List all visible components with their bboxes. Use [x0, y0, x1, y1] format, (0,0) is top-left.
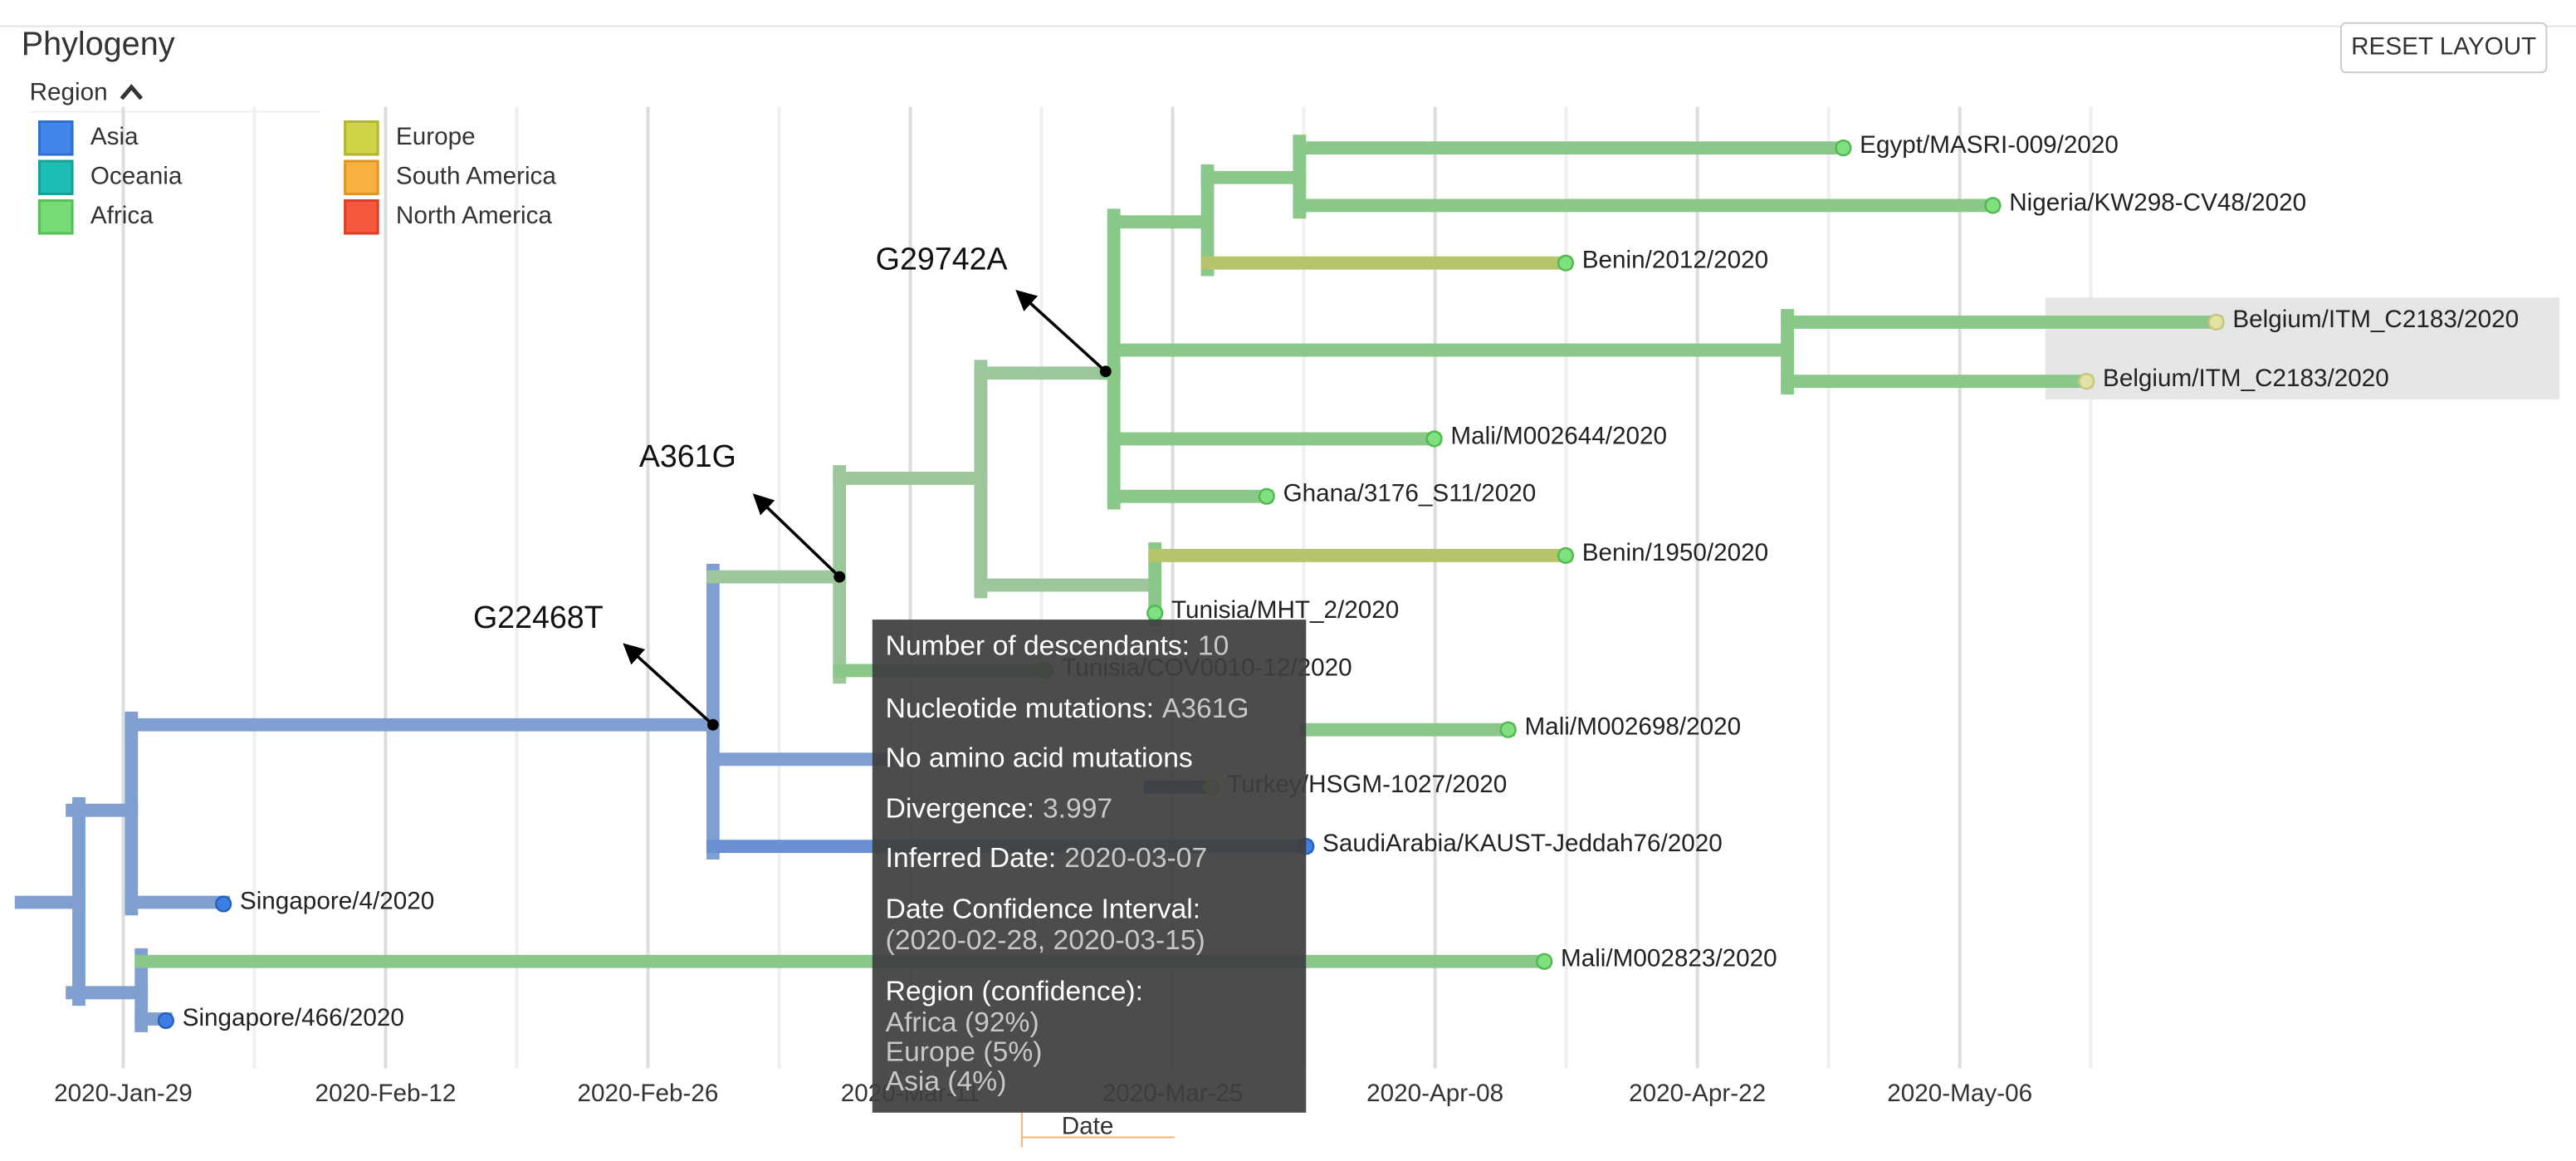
tooltip-line: Number of descendants: 10: [886, 631, 1229, 662]
tip-label: Belgium/ITM_C2183/2020: [2232, 306, 2519, 333]
x-tick-label: 2020-Feb-26: [578, 1080, 719, 1107]
tip-label: SaudiArabia/KAUST-Jeddah76/2020: [1322, 830, 1723, 857]
x-tick-label: 2020-Jan-29: [54, 1080, 193, 1107]
legend-label: South America: [396, 163, 556, 190]
tooltip-value: Africa (92%): [886, 1007, 1039, 1038]
tooltip-value: Asia (4%): [886, 1066, 1007, 1097]
tip-label: Egypt/MASRI-009/2020: [1860, 131, 2119, 159]
tip: [1425, 430, 1443, 448]
tooltip-label: Date Confidence Interval:: [886, 894, 1200, 924]
legend-toggle[interactable]: Region: [30, 79, 144, 106]
legend-swatch: [38, 198, 74, 235]
tooltip-value: (2020-02-28, 2020-03-15): [886, 925, 1205, 956]
tooltip-label: Number of descendants:: [886, 631, 1190, 662]
button-frame[interactable]: [2340, 22, 2548, 74]
legend-label: Asia: [90, 123, 139, 150]
x-tick-label: 2020-May-06: [1887, 1080, 2032, 1107]
tooltip: [872, 620, 1307, 1113]
legend-swatch: [38, 120, 74, 156]
mutation-label: A361G: [639, 438, 736, 473]
tooltip-value: A361G: [1162, 693, 1249, 724]
tip: [157, 1012, 174, 1030]
x-tick-label: 2020-Apr-22: [1629, 1080, 1766, 1107]
tip: [1499, 721, 1517, 738]
tip-label: Nigeria/KW298-CV48/2020: [2009, 189, 2306, 216]
mutation-arrow: [752, 493, 841, 578]
legend-swatch: [344, 120, 379, 156]
tooltip-line: No amino acid mutations: [886, 742, 1193, 773]
mutation-label: G29742A: [876, 242, 1008, 277]
tooltip-line: Divergence: 3.997: [886, 794, 1112, 825]
tip-label: Benin/1950/2020: [1582, 539, 1768, 566]
tip-label: Mali/M002823/2020: [1561, 945, 1777, 972]
tooltip-line: Inferred Date: 2020-03-07: [886, 843, 1207, 874]
tooltip-value: 3.997: [1043, 794, 1112, 825]
legend-label: Africa: [90, 202, 154, 229]
tip-label: Mali/M002644/2020: [1450, 422, 1667, 449]
tooltip-line: Nucleotide mutations: A361G: [886, 693, 1249, 724]
tooltip-label: Nucleotide mutations:: [886, 693, 1154, 724]
tooltip-value: Europe (5%): [886, 1036, 1043, 1067]
legend-swatch: [344, 159, 379, 196]
legend-swatch: [344, 198, 379, 235]
tooltip-label: Region (confidence):: [886, 976, 1143, 1007]
tip-label: Singapore/466/2020: [183, 1004, 404, 1031]
tip: [1536, 953, 1553, 970]
tip-label: Tunisia/MHT_2/2020: [1171, 596, 1399, 624]
mutation-arrow: [1015, 289, 1107, 373]
legend-label: Oceania: [90, 163, 183, 190]
tip: [1258, 487, 1275, 505]
tooltip-line: Africa (92%): [886, 1007, 1039, 1038]
tooltip-label: Divergence:: [886, 794, 1034, 825]
tip: [215, 895, 232, 913]
tooltip-line: Region (confidence):: [886, 976, 1143, 1007]
axis-label: Date: [1062, 1112, 1114, 1139]
tip-label: Belgium/ITM_C2183/2020: [2103, 365, 2389, 392]
tooltip-value: 10: [1198, 631, 1229, 662]
button-label[interactable]: RESET LAYOUT: [2351, 32, 2536, 60]
tooltip-value: 2020-03-07: [1064, 843, 1207, 874]
tip-label: Benin/2012/2020: [1582, 247, 1768, 274]
tip: [1557, 254, 1575, 272]
tip-label: Mali/M002698/2020: [1524, 713, 1741, 741]
legend-label: North America: [396, 202, 552, 229]
node: [833, 571, 846, 583]
tip-label: Singapore/4/2020: [240, 887, 434, 914]
node: [706, 718, 719, 731]
mutation-arrow: [623, 643, 715, 727]
panel-title: Phylogeny: [22, 26, 175, 62]
tip-highlight: [2045, 297, 2560, 399]
legend-label: Europe: [396, 123, 476, 150]
tooltip-line: Europe (5%): [886, 1036, 1043, 1067]
legend-swatch: [38, 159, 74, 196]
tooltip-line: Asia (4%): [886, 1066, 1007, 1097]
tip: [1146, 605, 1164, 622]
tooltip-label: No amino acid mutations: [886, 742, 1193, 773]
tooltip-label: Inferred Date:: [886, 843, 1057, 874]
reset-button[interactable]: RESET LAYOUT: [2340, 22, 2548, 74]
x-tick-label: 2020-Apr-08: [1366, 1080, 1503, 1107]
tip: [2207, 313, 2225, 331]
caret-icon[interactable]: [120, 84, 144, 100]
tip: [1835, 140, 1852, 157]
tooltip-line: Date Confidence Interval:: [886, 894, 1200, 924]
tooltip-line: (2020-02-28, 2020-03-15): [886, 925, 1205, 956]
legend-title[interactable]: Region: [30, 79, 108, 106]
tip: [1557, 546, 1575, 565]
tip: [1984, 197, 2002, 214]
tip: [2078, 373, 2095, 390]
mutation-label: G22468T: [473, 600, 604, 634]
x-tick-label: 2020-Feb-12: [315, 1080, 457, 1107]
node: [1099, 365, 1112, 378]
tip-label: Ghana/3176_S11/2020: [1283, 480, 1537, 507]
